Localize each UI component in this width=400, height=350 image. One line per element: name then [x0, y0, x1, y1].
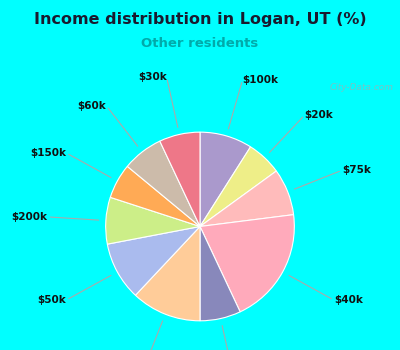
Text: $50k: $50k [38, 295, 66, 305]
Wedge shape [160, 132, 200, 226]
Wedge shape [127, 141, 200, 226]
Wedge shape [136, 226, 200, 321]
Wedge shape [110, 166, 200, 226]
Text: Income distribution in Logan, UT (%): Income distribution in Logan, UT (%) [34, 12, 366, 27]
Text: Other residents: Other residents [141, 37, 259, 50]
Wedge shape [200, 226, 240, 321]
Text: $100k: $100k [243, 75, 279, 85]
Text: $30k: $30k [138, 72, 167, 83]
Wedge shape [107, 226, 200, 295]
Wedge shape [200, 147, 276, 226]
Wedge shape [200, 132, 250, 226]
Text: $200k: $200k [12, 212, 48, 222]
Wedge shape [200, 215, 294, 312]
Text: $150k: $150k [30, 148, 66, 158]
Wedge shape [200, 171, 294, 226]
Text: $60k: $60k [78, 101, 106, 111]
Text: $20k: $20k [304, 110, 333, 120]
Wedge shape [106, 197, 200, 244]
Text: $75k: $75k [342, 165, 371, 175]
Text: $40k: $40k [334, 295, 363, 305]
Text: City-Data.com: City-Data.com [330, 83, 394, 92]
